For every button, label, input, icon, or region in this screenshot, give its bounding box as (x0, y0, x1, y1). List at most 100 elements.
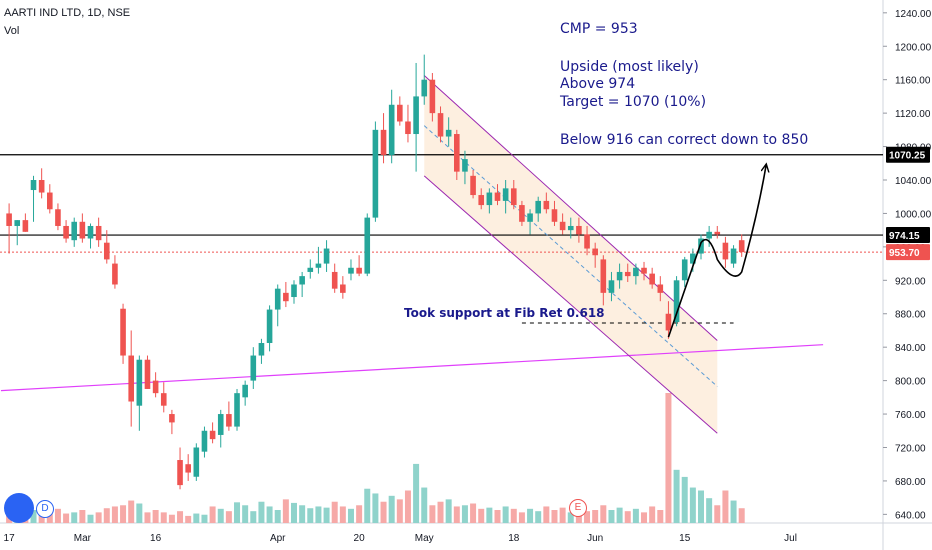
candle-body (136, 359, 143, 406)
volume-bar (689, 487, 696, 523)
price-tick-label: 840.00 (895, 343, 926, 354)
volume-bar (152, 510, 159, 523)
volume-bar (364, 488, 371, 523)
volume-bar (234, 502, 241, 523)
candle-body (405, 121, 411, 135)
price-tick-label: 1200.00 (895, 42, 932, 53)
volume-bar (95, 512, 102, 523)
candle-body (649, 273, 655, 285)
candle-body (388, 104, 395, 155)
volume-bar (128, 500, 135, 523)
candle-body (445, 129, 452, 137)
candle-body (193, 447, 200, 477)
volume-bar (193, 513, 200, 523)
candle-body (323, 248, 330, 264)
volume-bar (527, 508, 534, 523)
channel-lower (423, 175, 718, 434)
candle-body (274, 288, 281, 310)
volume-bar (87, 514, 94, 523)
candle-body (242, 384, 248, 398)
channel-upper (423, 75, 718, 341)
volume-bar (307, 508, 314, 523)
candle-body (95, 225, 102, 241)
candle-body (567, 225, 574, 231)
volume-bar (649, 506, 656, 523)
volume-bar (63, 513, 70, 523)
volume-bar (494, 510, 501, 523)
volume-bar (518, 512, 525, 523)
symbol-title[interactable]: AARTI IND LTD, 1D, NSE (4, 7, 131, 19)
dividend-badge[interactable]: D (36, 500, 54, 518)
volume-bar (714, 505, 721, 523)
time-tick-label: Jun (587, 533, 603, 544)
candle-body (152, 380, 159, 394)
volume-bar (396, 499, 403, 523)
price-tick-label: 640.00 (895, 510, 926, 521)
volume-bar (413, 463, 420, 523)
candle-body (185, 464, 191, 473)
candle-body (71, 221, 78, 241)
target-note: Target = 1070 (10%) (560, 94, 707, 110)
price-label-text: 953.70 (889, 248, 920, 259)
candle-body (551, 209, 558, 222)
volume-bar (185, 515, 192, 523)
candle-body (283, 292, 289, 302)
price-tick-label: 1160.00 (895, 76, 931, 87)
volume-bar (120, 505, 127, 523)
candle-body (576, 225, 582, 235)
candle-body (112, 263, 118, 285)
volume-bar (71, 512, 78, 523)
time-tick-label: 20 (354, 533, 366, 544)
candle-body (79, 221, 86, 239)
volume-bar (177, 511, 184, 523)
candle-body (633, 267, 639, 277)
volume-bar (421, 487, 428, 523)
volume-bar (510, 508, 517, 523)
time-tick-label: 18 (508, 533, 520, 544)
candle-body (120, 308, 126, 356)
candle-body (55, 209, 61, 226)
volume-bar (657, 510, 664, 523)
volume-bar (388, 495, 395, 523)
candle-body (258, 343, 265, 356)
candle-body (592, 248, 598, 256)
volume-bar (404, 490, 411, 523)
candle-body (437, 113, 444, 137)
volume-bar (347, 508, 354, 523)
volume-bar (356, 505, 363, 523)
candle-body (624, 271, 631, 277)
time-tick-label: Apr (270, 533, 286, 544)
candle-body (535, 200, 541, 214)
volume-bar (258, 501, 265, 523)
price-tick-label: 760.00 (895, 410, 926, 421)
volume-bar (437, 501, 444, 523)
price-label-box (886, 244, 930, 261)
candle-body (380, 129, 387, 155)
tradingview-logo[interactable] (4, 493, 34, 523)
volume-bar (168, 514, 175, 523)
volume-bar (641, 512, 648, 523)
candle-body (738, 240, 745, 253)
price-tick-label: 1040.00 (895, 176, 932, 187)
price-label-text: 1070.25 (889, 151, 926, 162)
volume-bar (470, 503, 477, 523)
candle-body (543, 200, 550, 210)
candle-body (201, 430, 208, 452)
candle-body (144, 359, 151, 389)
candle-body (160, 393, 167, 406)
candle-body (348, 267, 354, 274)
candle-body (454, 134, 460, 172)
volume-bar (160, 512, 167, 523)
candle-body (340, 284, 346, 293)
volume-bar (730, 500, 737, 523)
candle-body (429, 79, 436, 114)
candle-body (217, 414, 224, 435)
price-tick-label: 720.00 (895, 443, 926, 454)
candle-body (665, 313, 672, 331)
volume-bar (681, 476, 688, 523)
candle-body (527, 213, 533, 222)
earnings-badge[interactable]: E (569, 499, 587, 517)
price-tick-label: 880.00 (895, 310, 926, 321)
candle-body (413, 96, 419, 135)
